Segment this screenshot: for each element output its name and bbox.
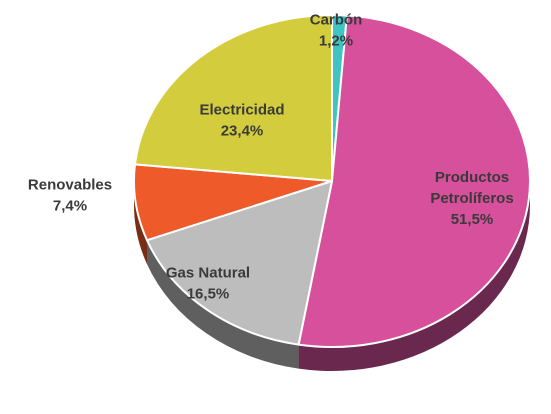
slice-label-renovables: Renovables 7,4% <box>28 176 112 214</box>
slice-category-text: Renovables <box>28 176 112 193</box>
slice-category-text: Carbón <box>310 11 363 28</box>
slice-category-text: Gas Natural <box>166 264 250 281</box>
slice-category-text: Productos <box>435 169 509 186</box>
slice-value-text: 1,2% <box>319 32 353 49</box>
slice-value-text: 51,5% <box>451 211 494 228</box>
slice-electricidad <box>135 15 332 181</box>
slice-value-text: 7,4% <box>53 197 87 214</box>
slice-category-text: Petrolíferos <box>430 190 513 207</box>
slice-value-text: 16,5% <box>187 285 230 302</box>
slice-value-text: 23,4% <box>221 122 264 139</box>
slice-category-text: Electricidad <box>199 101 284 118</box>
